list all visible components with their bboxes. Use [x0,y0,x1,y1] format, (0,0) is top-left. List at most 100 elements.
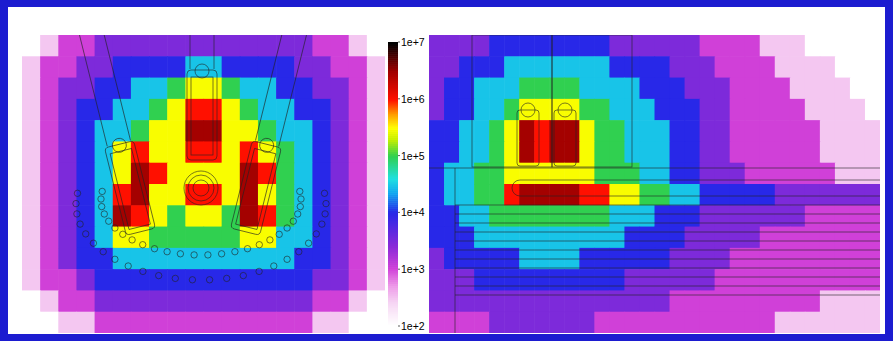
heatmap-cell [331,141,350,163]
heatmap-cell [40,99,59,121]
colorbar-label: 1e+4 [401,206,425,218]
pin [112,225,118,231]
rod-head [111,137,128,154]
pin [295,211,301,217]
colorbar-label: 1e+5 [401,150,425,162]
heatmap-cell [349,99,368,121]
heatmap-cell [22,141,41,163]
heatmap-cell [670,269,686,291]
heatmap-cell [258,35,277,57]
heatmap-cell [294,120,313,142]
heatmap-cell [564,227,580,249]
heatmap-cell [579,56,595,78]
heatmap-cell [835,290,851,312]
heatmap-cell [655,290,671,312]
heatmap-cell [58,248,77,270]
heatmap-cell [204,56,223,78]
heatmap-cell [294,312,313,333]
heatmap-cell [504,35,520,57]
heatmap-cell [429,269,445,291]
heatmap-cell [113,312,132,333]
heatmap-cell [367,248,385,270]
heatmap-cell [685,120,701,142]
heatmap-cell [167,99,186,121]
heatmap-cell [519,312,535,333]
heatmap-cell [685,290,701,312]
heatmap-cell [149,78,168,100]
ring [193,180,209,196]
heatmap-cell [850,269,866,291]
heatmap-cell [258,99,277,121]
heatmap-cell [760,227,776,249]
heatmap-cell [700,120,716,142]
heatmap-cell [685,163,701,185]
heatmap-cell [760,290,776,312]
heatmap-cell [504,78,520,100]
heatmap-cell [594,141,610,163]
colorbar: 1e+71e+61e+51e+41e+31e+2 [388,36,425,332]
pin [98,196,104,202]
heatmap-cell [22,120,41,142]
heatmap-cell [95,141,114,163]
heatmap-cell [367,141,385,163]
heatmap-cell [579,78,595,100]
heatmap-cell [760,205,776,227]
heatmap-cell [185,163,204,185]
heatmap-cell [820,35,836,57]
heatmap-cell [504,163,520,185]
pin [112,256,118,262]
heatmap-cell [489,99,505,121]
heatmap-cell [76,99,95,121]
heatmap-cell [294,184,313,206]
heatmap-cell [459,290,475,312]
heatmap-cell [149,99,168,121]
heatmap-cell [579,99,595,121]
pin [232,249,238,255]
heatmap-cell [240,99,259,121]
heatmap-cell [185,312,204,333]
heatmap-cell [670,290,686,312]
heatmap-cell [519,227,535,249]
heatmap-cell [519,35,535,57]
colorbar-swatch [388,42,398,45]
heatmap-cell [95,290,114,312]
heatmap-cell [775,35,791,57]
rod-can [517,110,539,166]
heatmap-cell [444,205,460,227]
heatmap-cell [775,205,791,227]
pin [323,200,329,206]
heatmap-cell [40,205,59,227]
heatmap-cell [349,163,368,185]
colorbar-tick [398,155,400,156]
heatmap-cell [113,163,132,185]
heatmap-cell [670,56,686,78]
heatmap-cell [459,227,475,249]
heatmap-cell [149,56,168,78]
colorbar-label: 1e+3 [401,263,425,275]
pin [83,231,89,237]
heatmap-cell [22,99,41,121]
heatmap-cell [95,227,114,249]
heatmap-cell [564,290,580,312]
pin [297,188,303,194]
heatmap-cell [367,163,385,185]
heatmap-cell [519,120,535,142]
heatmap-cell [564,35,580,57]
heatmap-cell [331,78,350,100]
heatmap-cell [131,99,150,121]
guide-tube [214,35,215,69]
heatmap-cell [564,312,580,333]
heatmap-cell [76,35,95,57]
heatmap-cell [549,312,565,333]
heatmap-cell [639,312,655,333]
heatmap-cell [429,248,445,270]
heatmap-cell [367,205,385,227]
heatmap-cell [715,99,731,121]
heatmap-cell [312,78,331,100]
heatmap-cell [58,312,77,333]
pin [321,190,327,196]
heatmap-cell [549,205,565,227]
heatmap-cell [149,227,168,249]
heatmap-cell [444,141,460,163]
heatmap-cell [204,184,223,206]
